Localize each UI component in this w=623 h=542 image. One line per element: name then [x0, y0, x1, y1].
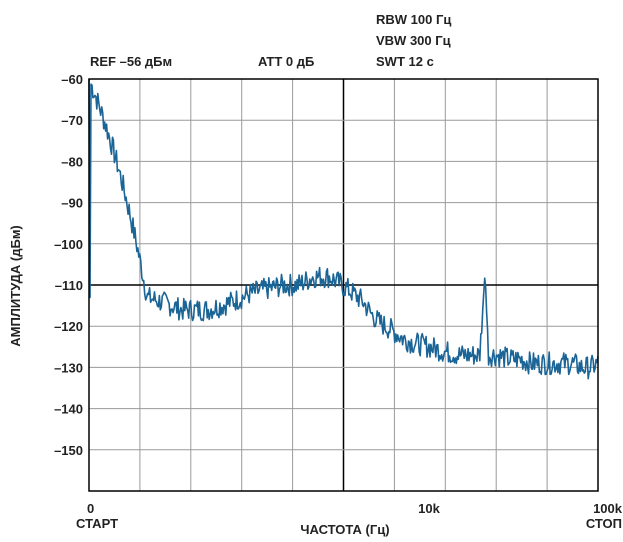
chart-header: REF –56 дБм ATT 0 дБ RBW 100 Гц VBW 300 … — [90, 12, 451, 69]
y-axis-ticks: –60 –70 –80 –90 –100 –110 –120 –130 –140 –150 — [54, 72, 83, 458]
y-tick-label: –70 — [61, 113, 83, 128]
rbw-label: RBW 100 Гц — [376, 12, 451, 27]
y-tick-label: –80 — [61, 154, 83, 169]
y-tick-label: –90 — [61, 196, 83, 211]
y-tick-label: –60 — [61, 72, 83, 87]
attenuation-label: ATT 0 дБ — [258, 54, 314, 69]
y-axis-title: АМПЛИТУДА (дБм) — [8, 225, 23, 347]
x-tick-sublabel: СТАРТ — [76, 516, 118, 531]
grid — [89, 79, 598, 491]
x-tick-label: 100k — [593, 501, 623, 516]
x-tick-sublabel: СТОП — [586, 516, 622, 531]
ref-level-label: REF –56 дБм — [90, 54, 172, 69]
plot-frame — [88, 78, 599, 492]
y-tick-label: –140 — [54, 402, 83, 417]
x-tick-label: 0 — [87, 501, 94, 516]
y-tick-label: –100 — [54, 237, 83, 252]
x-axis-title: ЧАСТОТА (Гц) — [300, 522, 389, 537]
y-tick-label: –120 — [54, 319, 83, 334]
sweep-time-label: SWT 12 с — [376, 54, 434, 69]
vbw-label: VBW 300 Гц — [376, 33, 451, 48]
y-tick-label: –150 — [54, 443, 83, 458]
series-group — [88, 78, 599, 380]
spectrum-trace — [88, 78, 599, 380]
y-tick-label: –130 — [54, 360, 83, 375]
x-tick-label: 10k — [418, 501, 440, 516]
y-tick-label: –110 — [55, 278, 83, 293]
